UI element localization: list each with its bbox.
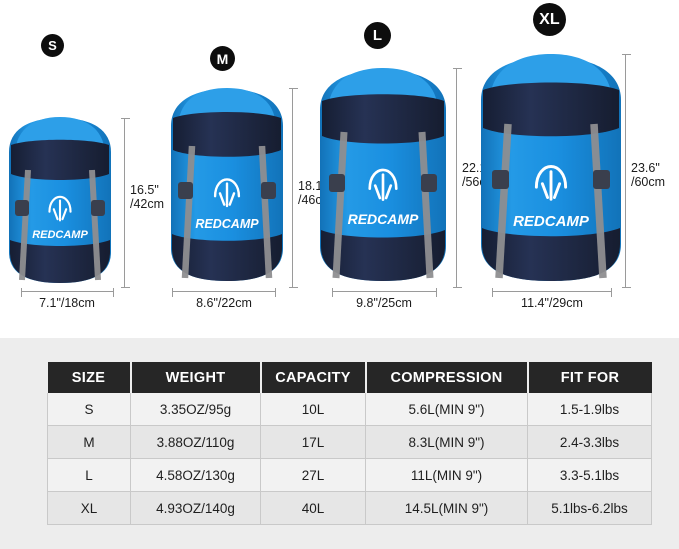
table-row: S 3.35OZ/95g 10L 5.6L(MIN 9") 1.5-1.9lbs (47, 393, 652, 426)
cell-capacity: 17L (260, 425, 366, 459)
dimension-line-height-xl (622, 54, 631, 288)
table-header-row: SIZE WEIGHT CAPACITY COMPRESSION FIT FOR (47, 362, 652, 393)
cell-compression: 5.6L(MIN 9") (365, 393, 528, 426)
svg-text:REDCAMP: REDCAMP (195, 217, 259, 231)
height-inches-s: 16.5" (130, 183, 159, 197)
dimension-line-width-xl (492, 288, 612, 297)
dimension-label-height-s: 16.5" /42cm (128, 182, 167, 213)
cell-weight: 4.93OZ/140g (130, 491, 261, 525)
size-badge-s: S (41, 34, 64, 57)
table-row: XL 4.93OZ/140g 40L 14.5L(MIN 9") 5.1lbs-… (47, 491, 652, 525)
svg-text:REDCAMP: REDCAMP (32, 229, 88, 241)
cell-compression: 8.3L(MIN 9") (365, 425, 528, 459)
specification-panel: SIZE WEIGHT CAPACITY COMPRESSION FIT FOR… (0, 338, 679, 549)
cell-size: M (47, 425, 131, 459)
cell-compression: 11L(MIN 9") (365, 458, 528, 492)
column-header-weight: WEIGHT (130, 362, 262, 393)
cell-capacity: 40L (260, 491, 366, 525)
height-inches-m: 18.1" (298, 179, 327, 193)
size-badge-l: L (364, 22, 391, 49)
size-badge-xl: XL (533, 3, 566, 36)
dimension-line-width-l (332, 288, 437, 297)
cell-fit-for: 3.3-5.1lbs (527, 458, 652, 492)
dimension-line-height-l (453, 68, 462, 288)
dimension-label-width-xl: 11.4"/29cm (521, 296, 583, 310)
cell-weight: 4.58OZ/130g (130, 458, 261, 492)
bag-graphic-xl: REDCAMP (478, 48, 624, 287)
dimension-label-width-s: 7.1"/18cm (39, 296, 95, 310)
dimension-line-width-s (21, 288, 114, 297)
height-cm-s: /42cm (130, 197, 165, 212)
column-header-size: SIZE (47, 362, 132, 393)
table-row: L 4.58OZ/130g 27L 11L(MIN 9") 3.3-5.1lbs (47, 458, 652, 492)
dimension-line-height-s (121, 118, 130, 288)
column-header-fit-for: FIT FOR (527, 362, 652, 393)
cell-fit-for: 2.4-3.3lbs (527, 425, 652, 459)
cell-fit-for: 1.5-1.9lbs (527, 393, 652, 426)
height-inches-xl: 23.6" (631, 161, 660, 175)
dimension-line-width-m (172, 288, 276, 297)
product-illustration-area: S (6, 3, 668, 310)
svg-text:REDCAMP: REDCAMP (348, 211, 419, 227)
cell-weight: 3.35OZ/95g (130, 393, 261, 426)
size-badge-m: M (210, 46, 235, 71)
height-cm-xl: /60cm (631, 175, 666, 190)
table-row: M 3.88OZ/110g 17L 8.3L(MIN 9") 2.4-3.3lb… (47, 425, 652, 459)
column-header-compression: COMPRESSION (365, 362, 529, 393)
specification-table: SIZE WEIGHT CAPACITY COMPRESSION FIT FOR… (47, 362, 652, 525)
svg-text:REDCAMP: REDCAMP (513, 213, 590, 230)
bag-graphic-s: REDCAMP (6, 112, 114, 287)
column-header-capacity: CAPACITY (260, 362, 367, 393)
cell-capacity: 27L (260, 458, 366, 492)
cell-weight: 3.88OZ/110g (130, 425, 261, 459)
cell-compression: 14.5L(MIN 9") (365, 491, 528, 525)
dimension-label-width-l: 9.8"/25cm (356, 296, 412, 310)
bag-graphic-m: REDCAMP (168, 82, 286, 287)
dimension-label-height-xl: 23.6" /60cm (629, 160, 668, 191)
cell-size: XL (47, 491, 131, 525)
dimension-label-width-m: 8.6"/22cm (196, 296, 252, 310)
cell-fit-for: 5.1lbs-6.2lbs (527, 491, 652, 525)
cell-size: L (47, 458, 131, 492)
cell-capacity: 10L (260, 393, 366, 426)
dimension-line-height-m (289, 88, 298, 288)
cell-size: S (47, 393, 131, 426)
bag-graphic-l: REDCAMP (317, 62, 449, 287)
